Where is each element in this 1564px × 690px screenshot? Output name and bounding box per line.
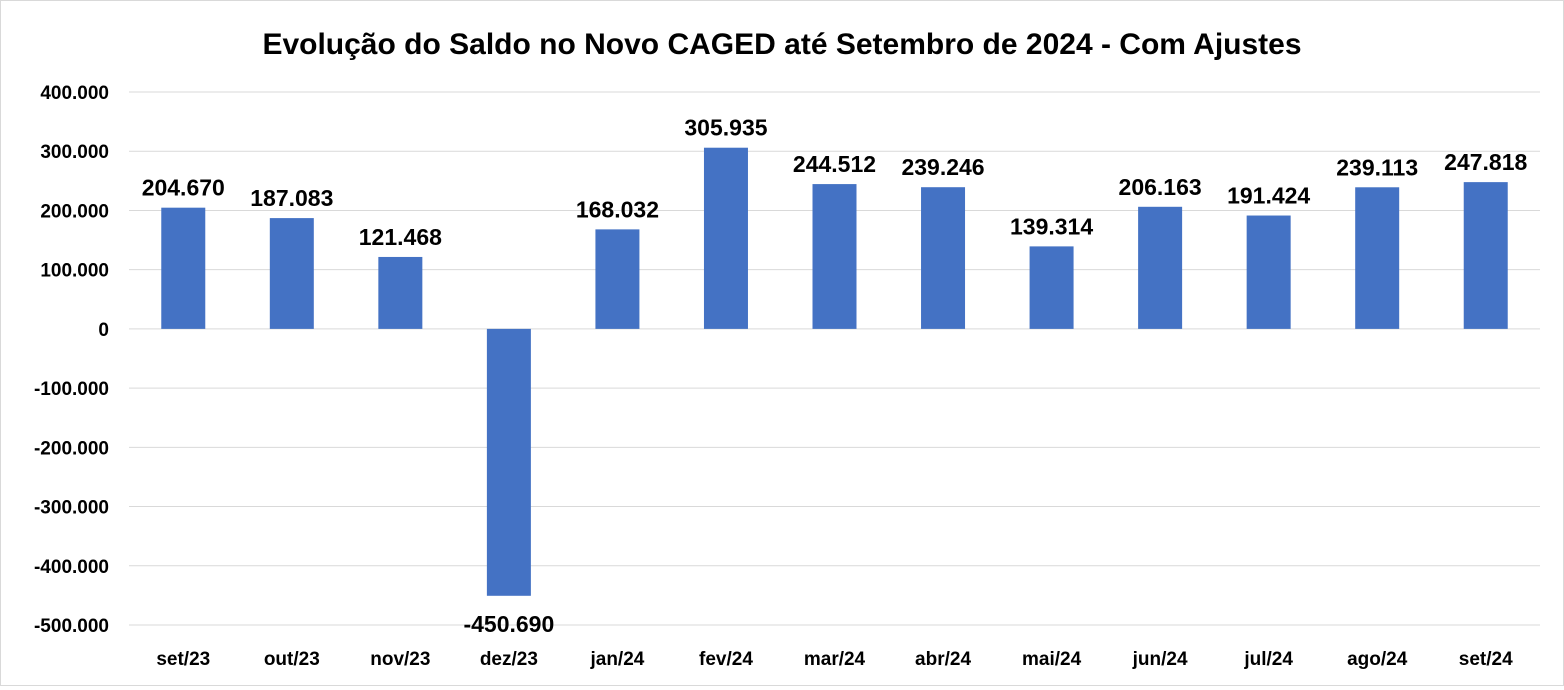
- y-tick-label: -200.000: [34, 438, 109, 459]
- y-tick-label: 300.000: [40, 142, 109, 163]
- y-tick-label: -100.000: [34, 379, 109, 400]
- bar-jul-24: [1246, 215, 1291, 329]
- y-tick-label: -500.000: [34, 616, 109, 637]
- x-tick-label: mai/24: [1022, 649, 1082, 670]
- data-labels: 204.670 187.083 121.468 -450.690 168.032 305.…: [142, 115, 1528, 637]
- data-label: 191.424: [1227, 183, 1310, 209]
- bar-abr-24: [921, 187, 966, 329]
- y-tick-label: 200.000: [40, 201, 109, 222]
- y-tick-label: -300.000: [34, 498, 109, 519]
- data-label: 244.512: [793, 151, 876, 177]
- data-label: 204.670: [142, 175, 225, 201]
- y-tick-label: -400.000: [34, 557, 109, 578]
- bars: [161, 147, 1508, 596]
- data-label: 206.163: [1119, 174, 1202, 200]
- bar-out-23: [269, 218, 314, 329]
- y-tick-label: 0: [98, 320, 109, 341]
- x-tick-label: out/23: [264, 649, 320, 670]
- bar-jun-24: [1138, 206, 1183, 329]
- x-tick-label: set/23: [156, 649, 210, 670]
- x-tick-label: ago/24: [1347, 649, 1408, 670]
- x-axis-ticks: set/23 out/23 nov/23 dez/23 jan/24 fev/24 mar/…: [156, 649, 1513, 670]
- x-tick-label: nov/23: [370, 649, 430, 670]
- data-label: 239.113: [1336, 154, 1418, 180]
- x-tick-label: mar/24: [804, 649, 866, 670]
- bar-dez-23: [486, 328, 531, 596]
- x-tick-label: dez/23: [480, 649, 538, 670]
- data-label: 239.246: [901, 154, 984, 180]
- bar-set-24: [1463, 182, 1508, 329]
- x-tick-label: jul/24: [1243, 649, 1293, 670]
- bar-set-23: [161, 207, 206, 329]
- y-tick-label: 100.000: [40, 261, 109, 282]
- x-tick-label: fev/24: [699, 649, 753, 670]
- bar-ago-24: [1355, 187, 1400, 329]
- data-label: 247.818: [1444, 149, 1527, 175]
- chart-title: Evolução do Saldo no Novo CAGED até Sete…: [262, 28, 1301, 61]
- data-label: 121.468: [359, 224, 442, 250]
- bar-nov-23: [378, 256, 423, 329]
- bar-fev-24: [703, 147, 748, 329]
- x-tick-label: jun/24: [1132, 649, 1188, 670]
- data-label: -450.690: [463, 611, 554, 637]
- data-label: 187.083: [250, 185, 333, 211]
- bar-mai-24: [1029, 246, 1074, 329]
- bar-jan-24: [595, 229, 640, 329]
- x-tick-label: abr/24: [915, 649, 971, 670]
- bar-mar-24: [812, 184, 857, 329]
- x-tick-label: set/24: [1459, 649, 1513, 670]
- data-label: 168.032: [576, 196, 659, 222]
- x-tick-label: jan/24: [589, 649, 644, 670]
- y-tick-label: 400.000: [40, 83, 109, 104]
- data-label: 139.314: [1010, 213, 1093, 239]
- y-axis-ticks: 400.000 300.000 200.000 100.000 0 -100.000 -20…: [34, 83, 109, 637]
- data-label: 305.935: [684, 115, 767, 141]
